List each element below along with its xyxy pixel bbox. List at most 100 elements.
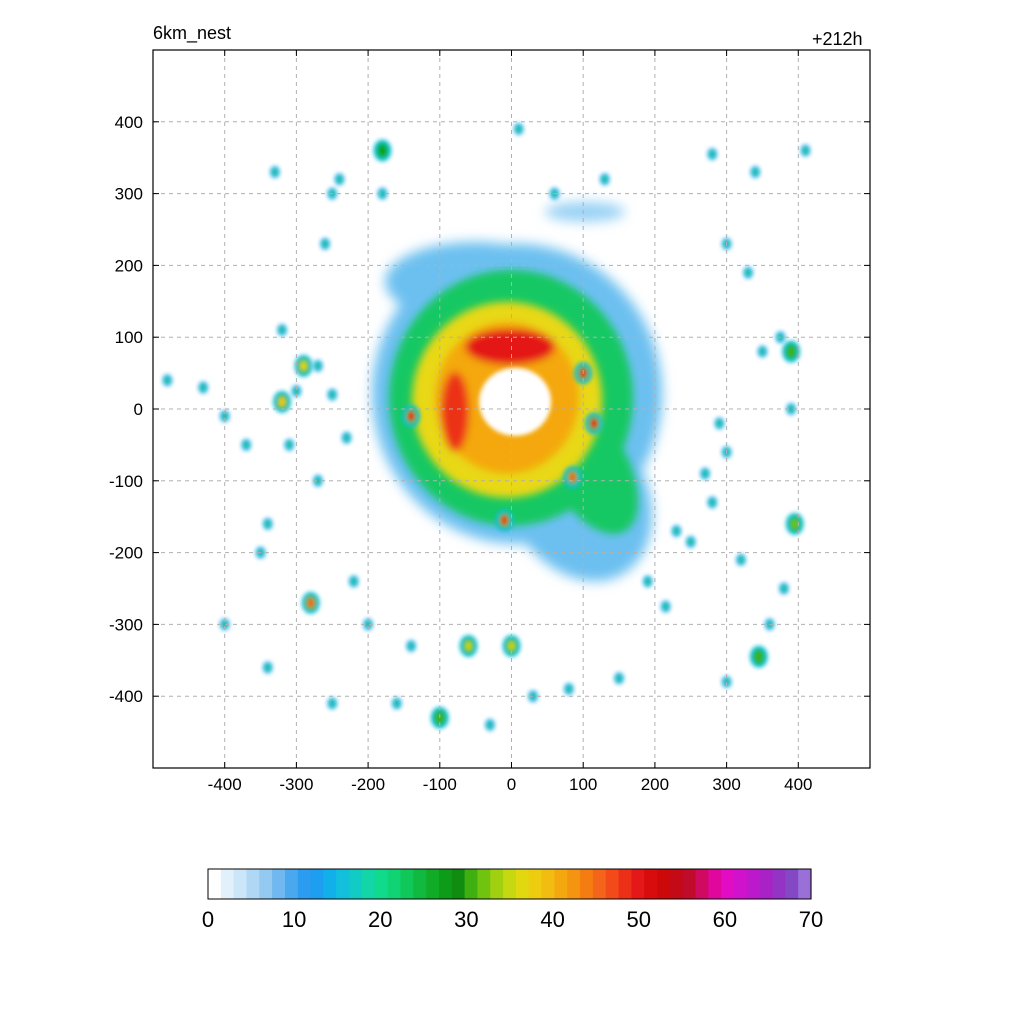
x-tick-label: 100: [569, 775, 597, 794]
colorbar-swatch: [503, 869, 517, 899]
scattered-shower: [241, 438, 252, 451]
colorbar-swatch: [554, 869, 568, 899]
convective-cell: [749, 645, 768, 668]
scattered-shower: [757, 345, 768, 358]
scattered-shower: [334, 173, 345, 186]
colorbar-swatch: [721, 869, 735, 899]
scattered-shower: [750, 166, 761, 179]
colorbar-swatch: [297, 869, 312, 899]
colorbar-tick-label: 40: [540, 907, 564, 932]
colorbar-swatch: [349, 869, 363, 899]
convective-cell: [402, 405, 421, 428]
colorbar-swatch: [682, 869, 697, 899]
colorbar-swatch: [785, 869, 799, 899]
x-tick-label: -100: [423, 775, 457, 794]
colorbar-swatch: [605, 869, 620, 899]
scattered-shower: [327, 388, 338, 401]
scattered-shower: [262, 661, 273, 674]
scattered-shower: [312, 474, 323, 487]
scattered-shower: [721, 675, 732, 688]
scattered-shower: [320, 237, 331, 250]
x-tick-label: -400: [208, 775, 242, 794]
scattered-shower: [707, 496, 718, 509]
scattered-shower: [685, 535, 696, 548]
scattered-shower: [660, 600, 671, 613]
scattered-shower: [284, 438, 295, 451]
colorbar-tick-label: 0: [202, 907, 214, 932]
colorbar-swatch: [708, 869, 722, 899]
colorbar-swatch: [657, 869, 671, 899]
scattered-shower: [484, 718, 495, 731]
colorbar-swatch: [592, 869, 607, 899]
scattered-shower: [327, 697, 338, 710]
colorbar-swatch: [631, 869, 645, 899]
colorbar-swatch: [746, 869, 761, 899]
colorbar-swatch: [272, 869, 286, 899]
scattered-shower: [671, 525, 682, 538]
colorbar-swatch: [413, 869, 427, 899]
scattered-shower: [743, 266, 754, 279]
colorbar-swatch: [541, 869, 556, 899]
y-tick-label: 0: [134, 400, 143, 419]
colorbar-swatch: [246, 869, 260, 899]
colorbar: 0 10 20 30 40 50 60 70: [202, 868, 823, 932]
colorbar-tick-label: 60: [713, 907, 737, 932]
panel-title: 6km_nest: [153, 23, 232, 43]
convective-cell: [373, 139, 392, 162]
scattered-shower: [348, 575, 359, 588]
scattered-shower: [714, 417, 725, 430]
scattered-shower: [312, 359, 323, 372]
colorbar-swatch: [400, 869, 414, 899]
colorbar-swatch: [772, 869, 786, 899]
colorbar-swatch: [426, 869, 440, 899]
y-tick-label: -300: [109, 615, 143, 634]
colorbar-swatch: [387, 869, 402, 899]
colorbar-tick-label: 10: [282, 907, 306, 932]
scattered-shower: [735, 553, 746, 566]
colorbar-swatch: [567, 869, 581, 899]
colorbar-swatch: [515, 869, 530, 899]
y-tick-label: 400: [115, 113, 143, 132]
colorbar-swatch: [323, 869, 337, 899]
colorbar-frame: [207, 868, 812, 900]
colorbar-swatch: [438, 869, 453, 899]
scattered-shower: [406, 639, 417, 652]
scattered-shower: [219, 410, 230, 423]
convective-cell: [563, 466, 582, 489]
scattered-shower: [262, 517, 273, 530]
colorbar-tick-label: 70: [799, 907, 823, 932]
convective-cell: [294, 354, 313, 377]
colorbar-swatch: [374, 869, 389, 899]
colorbar-swatch: [644, 869, 658, 899]
colorbar-swatch: [528, 869, 543, 899]
scattered-shower: [528, 690, 539, 703]
colorbar-swatch: [669, 869, 684, 899]
convective-cell: [495, 509, 514, 532]
convective-cell: [301, 591, 320, 614]
reflectivity-field: [162, 122, 811, 731]
scattered-shower: [513, 122, 524, 135]
colorbar-swatch: [208, 869, 222, 899]
colorbar-swatch: [477, 869, 491, 899]
scattered-shower: [219, 618, 230, 631]
x-tick-label: 200: [641, 775, 669, 794]
colorbar-swatch: [233, 869, 248, 899]
colorbar-tick-label: 50: [626, 907, 650, 932]
colorbar-swatch: [451, 869, 466, 899]
scattered-shower: [269, 166, 280, 179]
colorbar-swatch: [490, 869, 504, 899]
eyewall-red: [465, 328, 556, 365]
scattered-shower: [599, 173, 610, 186]
y-tick-label: -200: [109, 544, 143, 563]
scattered-shower: [800, 144, 811, 157]
colorbar-swatch: [336, 869, 350, 899]
convective-cell: [584, 412, 603, 435]
scattered-shower: [341, 431, 352, 444]
colorbar-swatch: [695, 869, 709, 899]
scattered-shower: [707, 148, 718, 161]
scattered-shower: [786, 403, 797, 415]
scattered-shower: [700, 467, 711, 480]
convective-cell: [273, 390, 292, 413]
y-tick-label: 100: [115, 328, 143, 347]
scattered-shower: [277, 324, 288, 337]
